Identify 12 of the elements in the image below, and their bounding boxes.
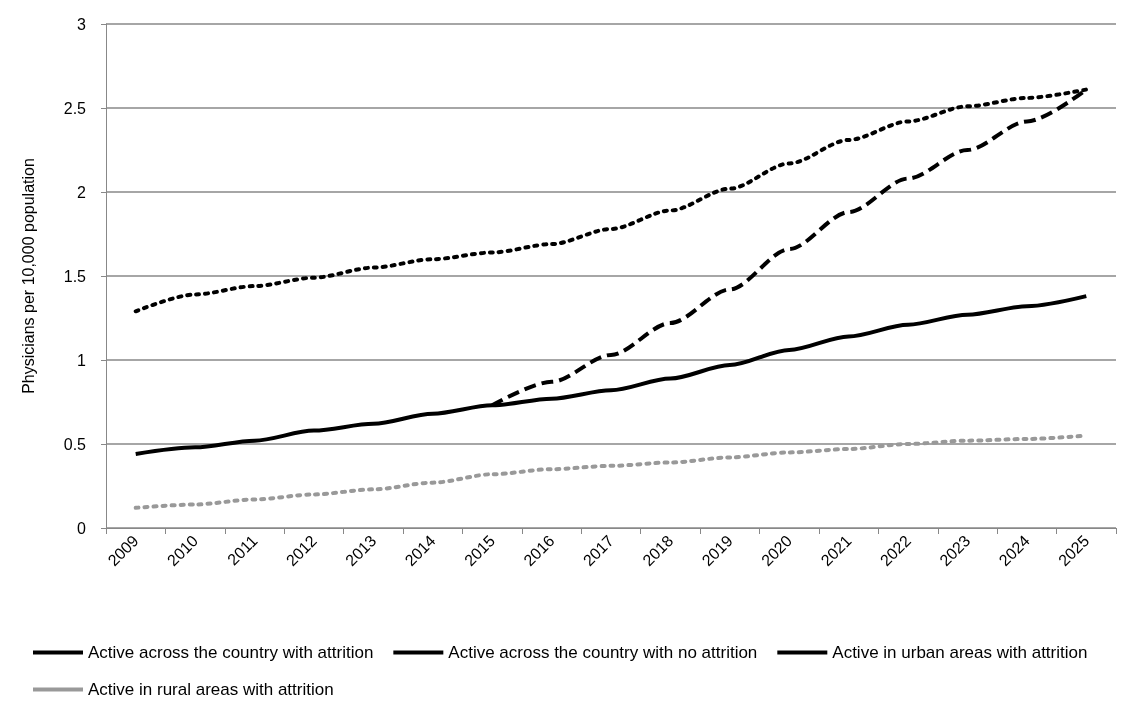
y-tick-label: 2.5	[63, 99, 87, 117]
y-tick-label: 0.5	[63, 435, 87, 453]
y-tick-label: 0	[77, 519, 87, 537]
legend-label: Active across the country with attrition	[88, 643, 374, 662]
y-tick-label: 1	[77, 351, 87, 369]
legend-label: Active in rural areas with attrition	[88, 680, 334, 699]
y-tick-label: 1.5	[63, 267, 87, 285]
y-tick-label: 2	[77, 183, 87, 201]
legend-label: Active in urban areas with attrition	[832, 643, 1088, 662]
legend-label: Active across the country with no attrition	[448, 643, 758, 662]
y-axis-title: Physicians per 10,000 population	[19, 158, 37, 394]
y-tick-label: 3	[77, 15, 87, 33]
